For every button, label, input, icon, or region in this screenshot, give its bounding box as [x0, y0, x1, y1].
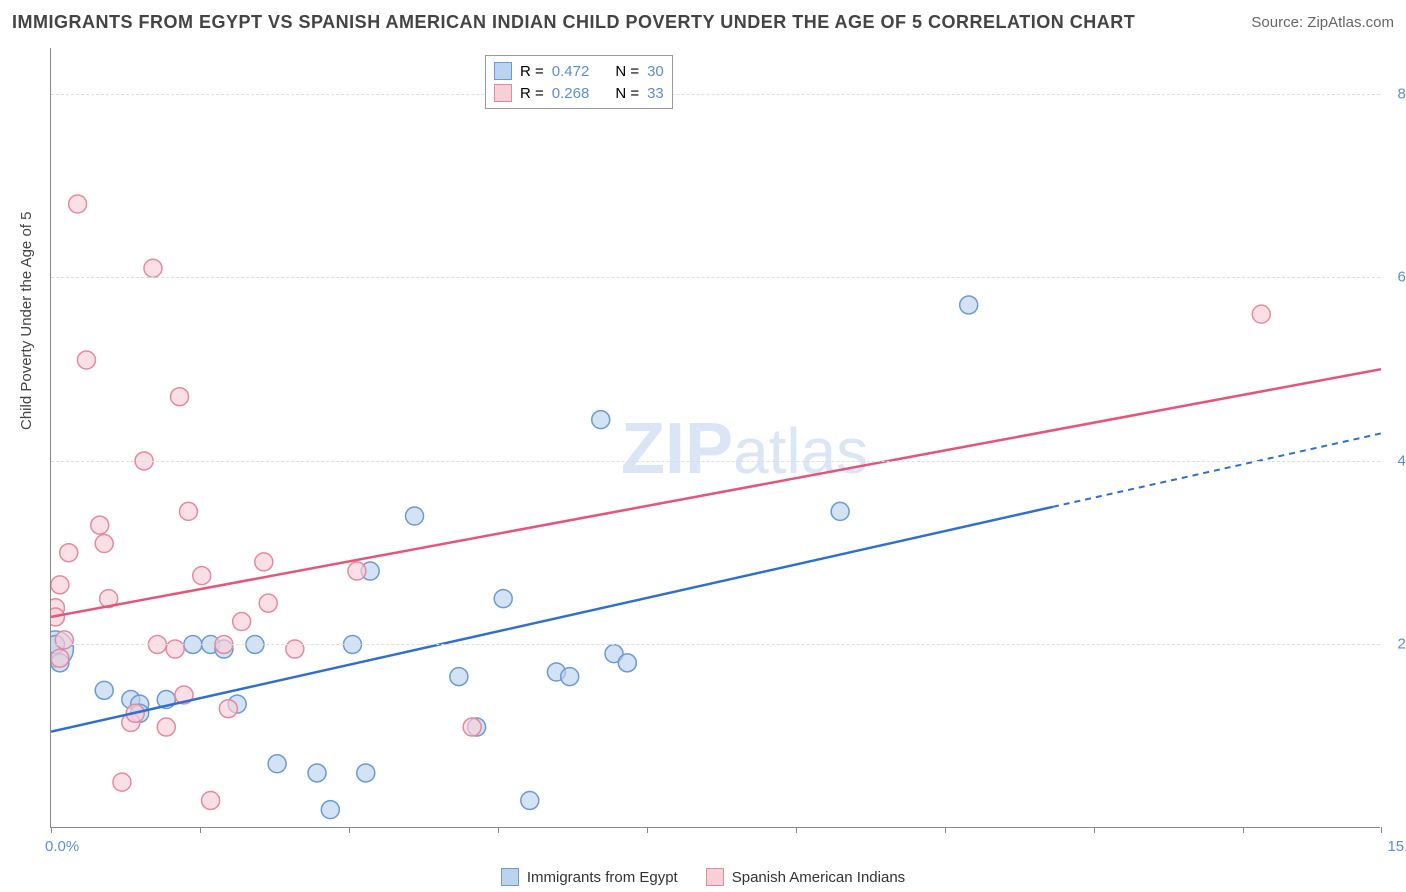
scatter-point: [348, 562, 366, 580]
scatter-point: [157, 718, 175, 736]
scatter-point: [95, 535, 113, 553]
n-value: 30: [647, 63, 664, 80]
scatter-point: [255, 553, 273, 571]
x-tick: [796, 827, 797, 833]
y-tick-label: 80.0%: [1385, 85, 1406, 102]
legend-top: R = 0.472 N = 30 R = 0.268 N = 33: [485, 55, 673, 109]
scatter-point: [450, 668, 468, 686]
scatter-point: [202, 791, 220, 809]
legend-row: R = 0.268 N = 33: [494, 82, 664, 104]
regression-line-dashed: [1053, 433, 1381, 506]
source-name: ZipAtlas.com: [1307, 14, 1394, 31]
scatter-point: [95, 681, 113, 699]
scatter-point: [406, 507, 424, 525]
scatter-point: [259, 594, 277, 612]
x-tick: [200, 827, 201, 833]
legend-swatch: [706, 868, 724, 886]
scatter-point: [193, 567, 211, 585]
x-tick-label-max: 15.0%: [1387, 838, 1406, 855]
y-tick-label: 20.0%: [1385, 636, 1406, 653]
chart-title: IMMIGRANTS FROM EGYPT VS SPANISH AMERICA…: [12, 12, 1135, 33]
x-tick: [498, 827, 499, 833]
scatter-point: [831, 502, 849, 520]
scatter-point: [91, 516, 109, 534]
scatter-point: [171, 388, 189, 406]
scatter-point: [521, 791, 539, 809]
chart-header: IMMIGRANTS FROM EGYPT VS SPANISH AMERICA…: [12, 12, 1394, 33]
source-label: Source:: [1251, 14, 1303, 31]
legend-item: Immigrants from Egypt: [501, 868, 678, 886]
n-label: N =: [615, 85, 639, 102]
legend-bottom: Immigrants from Egypt Spanish American In…: [0, 868, 1406, 886]
scatter-point: [144, 259, 162, 277]
scatter-point: [77, 351, 95, 369]
x-tick: [1243, 827, 1244, 833]
scatter-point: [51, 576, 69, 594]
r-value: 0.472: [552, 63, 590, 80]
scatter-point: [60, 544, 78, 562]
scatter-point: [463, 718, 481, 736]
r-label: R =: [520, 85, 544, 102]
legend-swatch: [501, 868, 519, 886]
scatter-point: [1252, 305, 1270, 323]
scatter-point: [55, 631, 73, 649]
scatter-point: [308, 764, 326, 782]
gridline: [51, 94, 1380, 95]
n-value: 33: [647, 85, 664, 102]
scatter-point: [286, 640, 304, 658]
legend-label: Immigrants from Egypt: [527, 869, 678, 886]
legend-label: Spanish American Indians: [732, 869, 905, 886]
y-axis-title: Child Poverty Under the Age of 5: [18, 212, 35, 430]
x-tick: [1094, 827, 1095, 833]
scatter-point: [69, 195, 87, 213]
scatter-point: [618, 654, 636, 672]
scatter-point: [268, 755, 286, 773]
n-label: N =: [615, 63, 639, 80]
scatter-point: [561, 668, 579, 686]
scatter-point: [592, 411, 610, 429]
regression-line: [51, 507, 1053, 732]
plot-area: ZIPatlas 20.0%40.0%60.0%80.0%0.0%15.0%: [50, 48, 1380, 828]
gridline: [51, 277, 1380, 278]
scatter-point: [357, 764, 375, 782]
scatter-point: [960, 296, 978, 314]
regression-line: [51, 369, 1381, 617]
x-tick: [349, 827, 350, 833]
legend-item: Spanish American Indians: [706, 868, 905, 886]
r-value: 0.268: [552, 85, 590, 102]
legend-row: R = 0.472 N = 30: [494, 60, 664, 82]
scatter-point: [51, 649, 69, 667]
x-tick: [1381, 827, 1382, 833]
x-tick: [945, 827, 946, 833]
scatter-point: [219, 700, 237, 718]
y-tick-label: 40.0%: [1385, 452, 1406, 469]
scatter-point: [179, 502, 197, 520]
x-tick: [51, 827, 52, 833]
chart-svg: [51, 48, 1381, 828]
legend-swatch: [494, 84, 512, 102]
legend-swatch: [494, 62, 512, 80]
scatter-point: [321, 801, 339, 819]
gridline: [51, 644, 1380, 645]
scatter-point: [166, 640, 184, 658]
y-tick-label: 60.0%: [1385, 269, 1406, 286]
gridline: [51, 461, 1380, 462]
source-attribution: Source: ZipAtlas.com: [1251, 14, 1394, 31]
scatter-point: [233, 613, 251, 631]
r-label: R =: [520, 63, 544, 80]
x-tick-label-min: 0.0%: [45, 838, 79, 855]
scatter-point: [494, 590, 512, 608]
x-tick: [647, 827, 648, 833]
scatter-point: [113, 773, 131, 791]
